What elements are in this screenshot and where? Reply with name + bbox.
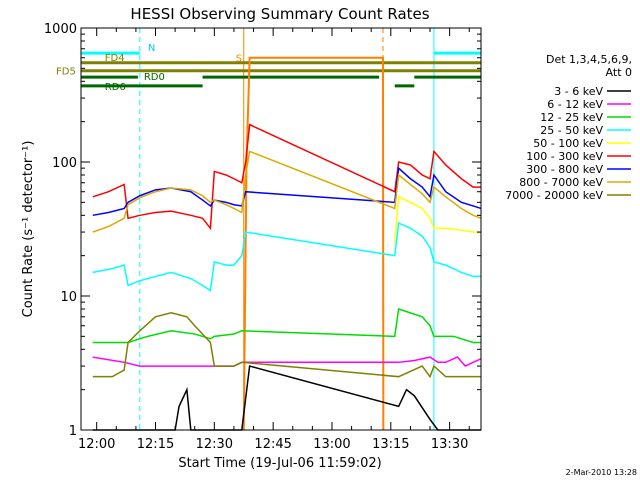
x-tick-label: 12:15 — [137, 437, 174, 452]
plot-area: N FD4 FD5 RD0 RD6 S — [56, 28, 482, 431]
legend-label: 300 - 800 keV — [526, 163, 603, 176]
y-tick-label: 100 — [52, 156, 77, 171]
plot-frame — [80, 27, 482, 431]
flag-label-rd0: RD0 — [144, 72, 165, 83]
series-line-5 — [92, 123, 481, 231]
y-tick-label: 1000 — [44, 22, 77, 37]
series-line-0 — [92, 365, 481, 431]
flare-profile-label: S — [236, 54, 242, 65]
flag-label-rd6: RD6 — [105, 82, 126, 93]
flag-label-fd5: FD5 — [56, 67, 76, 78]
legend-label: 3 - 6 keV — [554, 85, 603, 98]
legend-header-line: Att 0 — [606, 66, 632, 79]
x-axis: 12:00 12:15 12:30 12:45 13:00 13:15 13:30 — [78, 28, 470, 452]
legend-label: 800 - 7000 keV — [519, 176, 603, 189]
series-line-1 — [92, 356, 482, 367]
x-axis-label: Start Time (19-Jul-06 11:59:02) — [178, 456, 381, 471]
y-tick-label: 1 — [69, 424, 77, 439]
x-tick-label: 12:30 — [196, 437, 233, 452]
series-line-7 — [92, 150, 482, 233]
legend-label: 7000 - 20000 keV — [505, 189, 603, 202]
x-tick-label: 13:00 — [313, 437, 350, 452]
x-tick-label: 12:00 — [78, 437, 115, 452]
flag-label-fd4: FD4 — [105, 53, 125, 64]
x-tick-label: 13:15 — [372, 437, 409, 452]
series-line-3 — [92, 221, 481, 292]
legend-label: 25 - 50 keV — [540, 124, 603, 137]
y-tick-label: 10 — [60, 290, 77, 305]
legend-label: 6 - 12 keV — [547, 98, 603, 111]
series-line-6 — [92, 166, 482, 217]
legend-header-line: Det 1,3,4,5,6,9, — [546, 53, 632, 66]
legend-label: 12 - 25 keV — [540, 111, 603, 124]
series-line-8 — [92, 311, 481, 379]
footer-date: 2-Mar-2010 13:28 — [566, 468, 637, 477]
flag-label-n: N — [148, 43, 155, 54]
series-line-2 — [92, 307, 481, 344]
flare-profile-line — [242, 56, 385, 431]
legend-label: 50 - 100 keV — [533, 137, 603, 150]
legend-label: 100 - 300 keV — [526, 150, 603, 163]
y-axis: 1 10 100 1000 — [44, 22, 481, 439]
chart-title: HESSI Observing Summary Count Rates — [130, 5, 429, 23]
y-axis-label: Count Rate (s⁻¹ detector⁻¹) — [21, 141, 36, 318]
x-tick-label: 13:30 — [431, 437, 468, 452]
series-line-4 — [393, 195, 481, 243]
x-tick-label: 12:45 — [254, 437, 291, 452]
